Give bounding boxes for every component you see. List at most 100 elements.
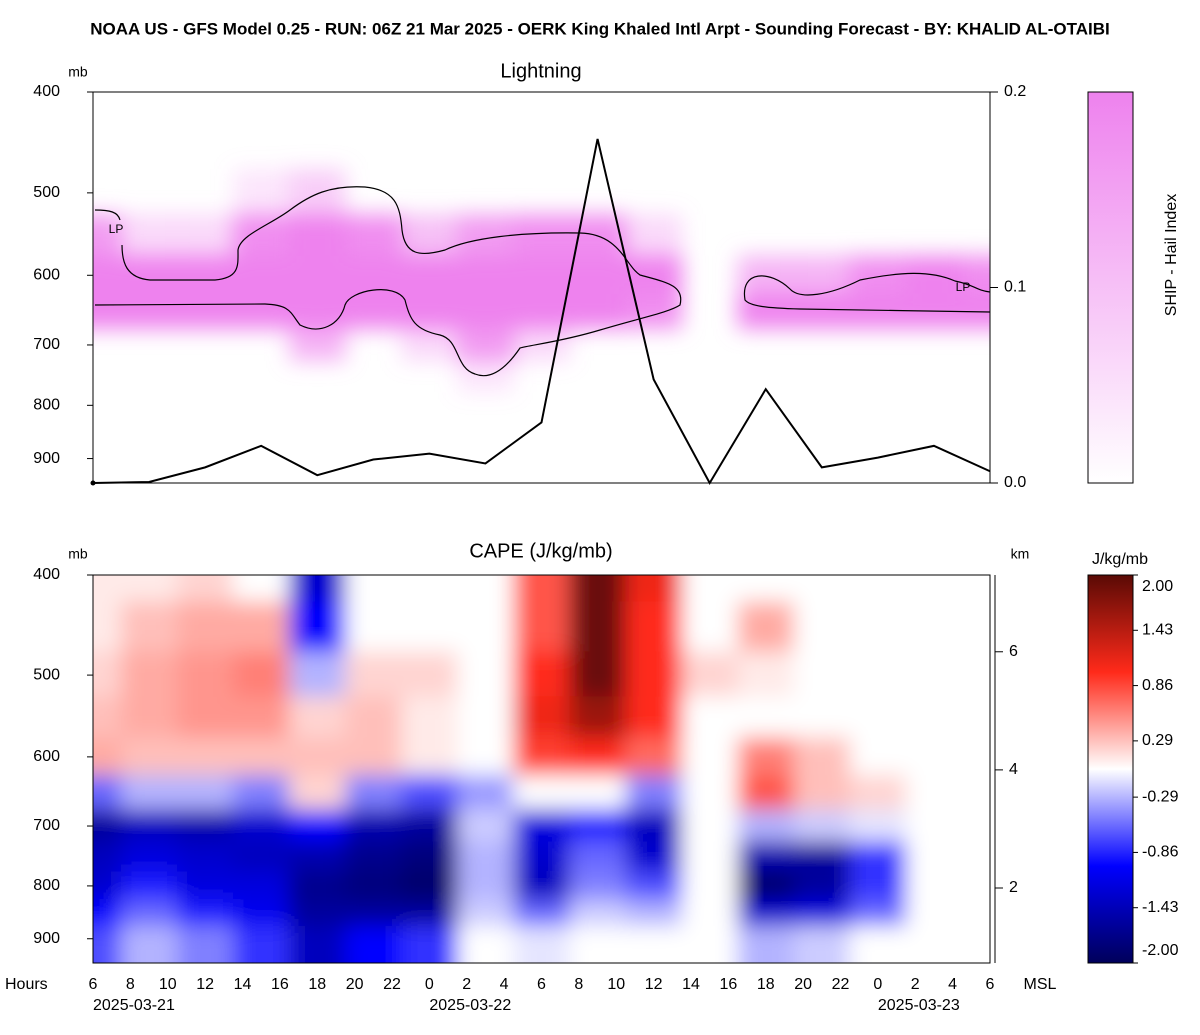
heatmap-cell (401, 121, 458, 169)
x-tick-label: 22 (832, 976, 850, 993)
heatmap-cell (569, 774, 627, 810)
heatmap-cell (793, 841, 851, 872)
heatmap-cell (177, 925, 234, 963)
heatmap-cell (401, 575, 458, 602)
heatmap-cell (905, 601, 963, 652)
heatmap-cell (961, 696, 990, 738)
heatmap-cell (457, 575, 514, 602)
heatmap-cell (401, 841, 458, 872)
heatmap-cell (289, 871, 346, 901)
colorbar-tick-label: 0.29 (1142, 732, 1173, 749)
y2-axis-footer: MSL (1024, 976, 1057, 993)
heatmap-cell (513, 328, 571, 362)
heatmap-cell (401, 696, 458, 738)
heatmap-cell (681, 696, 739, 738)
date-label: 2025-03-23 (878, 997, 960, 1014)
x-tick-label: 22 (383, 976, 401, 993)
heatmap-cell (289, 651, 346, 697)
colorbar-tick-label: 2.00 (1142, 578, 1173, 595)
heatmap-cell (121, 925, 178, 963)
heatmap-cell (737, 293, 795, 329)
heatmap-cell (793, 809, 851, 842)
heatmap-cell (457, 169, 514, 215)
heatmap-cell (53, 361, 122, 393)
y2-tick-label: 4 (1009, 761, 1018, 778)
heatmap-cell (961, 809, 990, 842)
heatmap-cell (93, 214, 122, 257)
heatmap-cell (401, 293, 458, 329)
heatmap-cell (233, 255, 290, 294)
colorbar (1087, 574, 1134, 964)
y-tick-label: 900 (33, 930, 60, 947)
contour (743, 272, 990, 313)
heatmap-cell (289, 293, 346, 329)
heatmap-cell (906, 121, 963, 169)
heatmap-cell (850, 121, 907, 169)
y-tick-label: 800 (33, 397, 60, 414)
colorbar (1087, 91, 1134, 484)
heatmap-cell (121, 361, 178, 393)
colorbar-label: SHIP - Hail Index (1163, 194, 1180, 316)
heatmap-cell (906, 328, 963, 361)
heatmap-cell (289, 121, 346, 169)
heatmap-cell (905, 871, 963, 901)
heatmap-cell (121, 293, 178, 329)
heatmap-cell (738, 361, 795, 393)
contours (94, 186, 990, 377)
heatmap-cell (962, 121, 1031, 169)
heatmap-cell (345, 774, 402, 810)
heatmap-cell (569, 651, 627, 697)
heatmap-cell (401, 774, 458, 810)
heatmap-cell (289, 696, 346, 738)
heatmap-cell (569, 899, 627, 927)
heatmap-cell (457, 841, 514, 872)
y2-tick-label: 0.1 (1004, 279, 1026, 296)
heatmap-cell (233, 214, 290, 257)
heatmap-cell (93, 899, 122, 927)
heatmap-cell (961, 774, 990, 810)
heatmap-cell (906, 361, 963, 393)
colorbar-tick-label: 0.86 (1142, 677, 1173, 694)
y2-tick-label: 6 (1009, 643, 1018, 660)
heatmap-cell (905, 696, 963, 738)
heatmap-cell (345, 696, 402, 738)
heatmap-cell (625, 601, 683, 652)
plot-frame (92, 574, 991, 964)
heatmap-cell (177, 841, 234, 872)
y-tick-label: 900 (33, 450, 60, 467)
heatmap-cell (513, 871, 571, 901)
date-label: 2025-03-22 (429, 997, 511, 1014)
heatmap-cell (177, 651, 234, 697)
heatmap-cell (93, 925, 122, 963)
colorbar-tick-label: -0.86 (1142, 844, 1179, 861)
heatmap-cell (177, 121, 234, 169)
heatmap-cell (794, 328, 851, 361)
heatmap-cell (625, 809, 683, 842)
heatmap-cell (289, 575, 346, 602)
heatmap-cell (401, 361, 458, 393)
x-tick-label: 6 (986, 976, 995, 993)
heatmap-cell (93, 841, 122, 872)
heatmap-cell (569, 601, 627, 652)
heatmap-cell (93, 809, 122, 842)
heatmap-cell (177, 737, 234, 776)
y-axis-label: mb (68, 64, 88, 80)
heatmap-cell (121, 871, 178, 901)
x-tick-label: 8 (574, 976, 583, 993)
heatmap-cell (289, 255, 346, 294)
heatmap-cell (905, 899, 963, 927)
heatmap-cell (738, 169, 795, 215)
heatmap-cell (737, 925, 795, 963)
heatmap-cell (849, 871, 907, 901)
heatmap-cell (681, 601, 739, 652)
heatmap-cell (794, 214, 851, 256)
heatmap-cell (233, 899, 290, 927)
x-tick-label: 6 (537, 976, 546, 993)
heatmap-cell (121, 737, 178, 776)
x-tick-label: 18 (308, 976, 326, 993)
heatmap-cell (681, 871, 739, 901)
heatmap-cell (513, 651, 571, 697)
heatmap-cell (289, 899, 346, 927)
heatmap-cell (121, 328, 178, 361)
heatmap-cell (962, 214, 1031, 256)
